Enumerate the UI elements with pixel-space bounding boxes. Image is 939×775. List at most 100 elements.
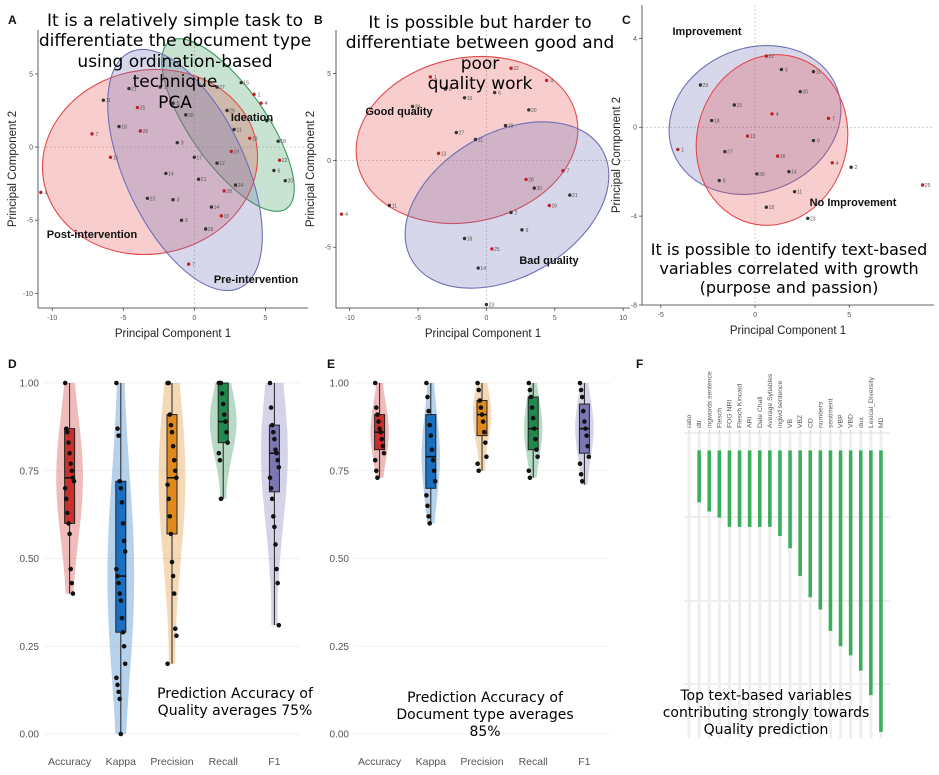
data-point-a-0-4 — [225, 108, 229, 113]
overlay-panel-e: Prediction Accuracy of Document type ave… — [380, 690, 590, 740]
overlay-e-line-1: Prediction Accuracy of — [407, 690, 563, 706]
data-point-id-c-0-5: 6 — [785, 67, 788, 73]
overlay-d-line-1: Prediction Accuracy of — [157, 686, 313, 702]
data-point-d-3-4 — [220, 401, 226, 407]
data-point-a-2-6 — [229, 149, 233, 154]
x-tick-label-d-3: Recall — [209, 756, 238, 768]
overlay-panel-a: It is a relatively simple task to differ… — [38, 11, 312, 113]
data-point-d-2-4 — [169, 429, 175, 435]
x-tick-label-a-3: 5 — [263, 315, 267, 322]
group-label-c-1: No Improvement — [810, 197, 897, 209]
variable-label-f-0: ratio — [686, 415, 693, 428]
y-axis-title-c: Principal Component 2 — [611, 97, 623, 213]
data-point-c-1-7 — [806, 216, 810, 221]
data-point-e-4-5 — [583, 426, 588, 431]
data-point-e-0-9 — [372, 457, 378, 463]
data-point-e-1-11 — [426, 514, 431, 519]
data-point-e-1-10 — [425, 503, 430, 509]
overlay-panel-d: Prediction Accuracy of Quality averages … — [150, 686, 320, 720]
data-point-id-c-0-3: 22 — [769, 54, 775, 60]
data-point-e-0-8 — [381, 450, 387, 456]
data-point-c-0-2 — [732, 103, 737, 107]
x-tick-label-b-1: -5 — [415, 315, 421, 322]
data-point-d-2-7 — [173, 468, 178, 474]
overlay-a-line-1: It is a relatively simple task to — [47, 11, 303, 31]
data-point-a-1-3 — [135, 105, 140, 110]
variable-label-f-3: Flesch — [716, 408, 723, 428]
data-point-a-2-11 — [233, 183, 238, 187]
x-tick-label-d-4: F1 — [268, 756, 280, 768]
data-point-id-b-1-6: 16 — [552, 203, 558, 209]
data-point-a-1-9 — [90, 132, 94, 136]
data-point-c-1-2 — [764, 205, 769, 209]
data-point-id-c-1-3: 25 — [925, 183, 931, 189]
confidence-ellipse-c-0 — [668, 44, 842, 196]
data-point-b-1-2 — [462, 236, 467, 241]
data-point-d-4-15 — [274, 566, 279, 572]
data-point-a-1-7 — [145, 196, 150, 200]
variable-label-f-8: Average Syllables — [767, 373, 774, 428]
variable-label-f-12: CD — [807, 418, 814, 428]
data-point-b-1-5 — [520, 228, 524, 232]
data-point-e-3-4 — [530, 415, 536, 421]
y-axis-title-a: Principal Component 2 — [7, 111, 19, 227]
data-point-id-b-0-0: 1 — [434, 75, 437, 81]
data-point-d-4-10 — [268, 486, 274, 491]
data-point-d-1-20 — [116, 689, 121, 695]
panel-letter-d: D — [8, 357, 17, 371]
data-point-b-0-8 — [454, 130, 459, 135]
data-point-a-2-4 — [179, 218, 184, 222]
data-point-id-a-2-5: 12 — [219, 161, 225, 167]
data-point-id-b-1-0: 4 — [345, 212, 348, 218]
confidence-ellipse-a-0 — [161, 38, 295, 212]
data-point-a-1-12 — [138, 129, 143, 133]
variable-label-f-11: VBZ — [797, 415, 804, 428]
data-point-e-2-0 — [475, 380, 480, 386]
y-tick-label-c-3: -8 — [631, 303, 637, 310]
data-point-a-0-6 — [248, 136, 252, 140]
data-point-a-0-3 — [277, 158, 282, 162]
x-tick-label-c-1: 0 — [753, 312, 757, 319]
data-point-d-1-0 — [114, 380, 119, 386]
data-point-id-a-2-0: 7 — [192, 262, 195, 268]
data-point-a-0-10 — [232, 127, 236, 132]
data-point-d-4-5 — [273, 447, 278, 452]
variable-label-f-2: ingwords sentence — [706, 371, 713, 428]
data-point-id-a-0-11: 18 — [280, 139, 286, 145]
data-point-d-4-13 — [272, 524, 277, 530]
data-point-id-a-1-2: 18 — [121, 125, 127, 131]
data-point-b-1-7 — [484, 302, 489, 307]
variable-label-f-4: FOG NRI — [726, 400, 733, 428]
data-point-c-1-3 — [920, 183, 925, 187]
data-point-id-a-0-10: 11 — [237, 127, 242, 133]
data-point-d-1-15 — [120, 629, 126, 635]
data-point-id-c-0-2: 15 — [737, 103, 743, 109]
data-point-id-a-2-3: 28 — [226, 189, 232, 195]
group-label-a-1: Post-intervention — [47, 229, 138, 241]
data-point-d-2-3 — [168, 422, 174, 428]
data-point-id-a-2-1: 14 — [214, 205, 220, 211]
data-point-id-b-0-4: 29 — [415, 104, 421, 110]
data-point-id-b-1-11: 21 — [572, 193, 578, 199]
data-point-d-2-5 — [170, 443, 176, 449]
variable-label-f-17: dux — [858, 416, 865, 428]
data-point-id-b-1-9: 7 — [567, 169, 570, 175]
data-point-d-0-6 — [69, 468, 75, 474]
data-point-d-1-11 — [116, 580, 121, 586]
data-point-d-1-14 — [119, 615, 125, 621]
data-point-e-2-10 — [476, 468, 482, 474]
data-point-b-1-8 — [532, 186, 536, 190]
data-point-d-0-10 — [64, 496, 69, 502]
data-point-id-c-1-9: 7 — [832, 116, 835, 122]
data-point-d-2-17 — [174, 633, 179, 639]
data-point-id-c-0-1: 8 — [723, 179, 726, 185]
data-point-d-1-3 — [117, 478, 122, 484]
data-point-c-0-3 — [764, 54, 769, 58]
data-point-a-0-2 — [239, 80, 243, 85]
data-point-id-b-1-10: 14 — [480, 266, 486, 272]
data-point-c-0-7 — [798, 89, 802, 94]
panel-letter-e: E — [327, 357, 336, 371]
data-point-d-4-1 — [268, 405, 274, 410]
data-point-b-1-9 — [561, 169, 565, 173]
